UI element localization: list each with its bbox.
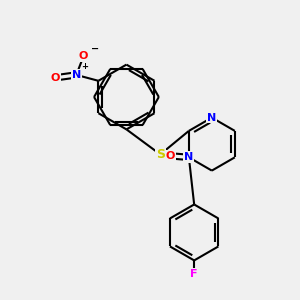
Text: F: F [190, 269, 198, 279]
Text: N: N [72, 70, 81, 80]
Text: N: N [207, 112, 217, 123]
Text: O: O [50, 73, 60, 83]
Text: O: O [166, 151, 175, 161]
Text: S: S [156, 148, 165, 161]
Text: +: + [82, 62, 88, 71]
Text: O: O [79, 51, 88, 61]
Text: −: − [91, 44, 99, 54]
Text: N: N [184, 152, 194, 162]
